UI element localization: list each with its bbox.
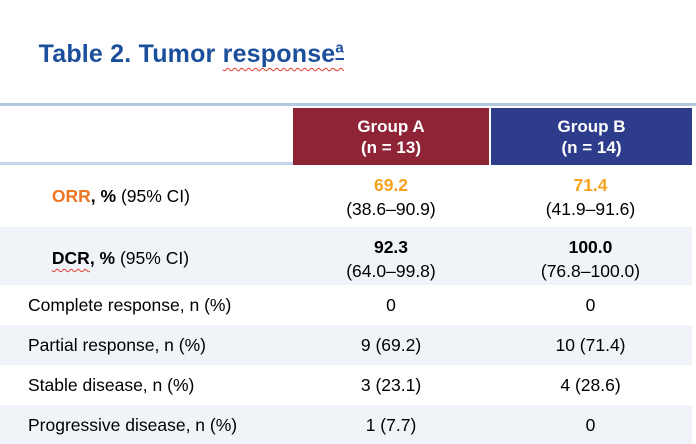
partial-response-group-b: 10 (71.4)	[555, 335, 626, 355]
table-title-spellchecked-word: responsea	[223, 40, 344, 68]
orr-b-ci: (41.9–91.6)	[545, 198, 636, 219]
dcr-label-bold: , %	[89, 248, 120, 268]
group-b-name: Group B	[557, 116, 626, 136]
dcr-a-value: 92.3	[373, 236, 409, 257]
header-group-b: Group B (n = 14)	[489, 108, 692, 165]
header-corner-cell	[0, 108, 293, 165]
partial-response-label: Partial response, n (%)	[28, 334, 206, 355]
dcr-group-b-cell: 100.0 (76.8–100.0)	[489, 235, 692, 283]
footnote-marker: a	[335, 39, 344, 57]
group-a-n: (n = 13)	[361, 137, 421, 157]
dcr-a-ci: (64.0–99.8)	[346, 260, 436, 281]
group-a-name: Group A	[357, 116, 425, 136]
dcr-label-word: DCR	[51, 248, 90, 268]
stable-disease-group-b: 4 (28.6)	[560, 375, 621, 395]
orr-b-value: 71.4	[573, 174, 608, 195]
complete-response-group-b: 0	[585, 295, 596, 315]
table-title-word: response	[222, 40, 336, 68]
table-row-orr: ORR, % (95% CI) 69.2 (38.6–90.9) 71.4 (4…	[0, 165, 692, 227]
progressive-disease-label: Progressive disease, n (%)	[28, 414, 238, 435]
orr-label-ci: (95% CI)	[120, 186, 190, 206]
title-divider-rule	[0, 103, 696, 106]
table-row-partial-response: Partial response, n (%) 9 (69.2) 10 (71.…	[0, 325, 692, 365]
dcr-b-ci: (76.8–100.0)	[540, 260, 641, 281]
stable-disease-label: Stable disease, n (%)	[28, 374, 195, 395]
dcr-label: DCR, % (95% CI)	[0, 227, 293, 290]
progressive-disease-group-a: 1 (7.7)	[365, 415, 417, 435]
table-row-complete-response: Complete response, n (%) 0 0	[0, 285, 692, 325]
complete-response-group-a: 0	[386, 295, 396, 315]
table-row-dcr: DCR, % (95% CI) 92.3 (64.0–99.8) 100.0 (…	[0, 227, 692, 285]
table-header-row: Group A (n = 13) Group B (n = 14)	[0, 108, 692, 165]
dcr-label-ci: (95% CI)	[119, 248, 190, 268]
progressive-disease-group-b: 0	[585, 415, 596, 435]
orr-group-a-cell: 69.2 (38.6–90.9)	[293, 173, 489, 221]
partial-response-group-a: 9 (69.2)	[360, 335, 422, 355]
dcr-group-a-cell: 92.3 (64.0–99.8)	[293, 235, 489, 283]
table-row-stable-disease: Stable disease, n (%) 3 (23.1) 4 (28.6)	[0, 365, 692, 405]
dcr-b-value: 100.0	[568, 236, 613, 257]
orr-label-accent: ORR	[51, 186, 91, 206]
table-title-prefix: Table 2. Tumor	[38, 40, 223, 68]
header-group-a: Group A (n = 13)	[293, 108, 489, 165]
orr-group-b-cell: 71.4 (41.9–91.6)	[489, 173, 692, 221]
orr-a-ci: (38.6–90.9)	[346, 198, 436, 219]
table-title: Table 2. Tumor responsea	[0, 0, 696, 99]
tumor-response-table: Group A (n = 13) Group B (n = 14) ORR, %…	[0, 108, 696, 444]
table-row-progressive-disease: Progressive disease, n (%) 1 (7.7) 0	[0, 405, 692, 444]
group-b-n: (n = 14)	[561, 137, 622, 157]
orr-label: ORR, % (95% CI)	[0, 165, 293, 228]
complete-response-label: Complete response, n (%)	[28, 294, 232, 315]
stable-disease-group-a: 3 (23.1)	[360, 375, 422, 395]
orr-label-bold: , %	[90, 186, 121, 206]
orr-a-value: 69.2	[373, 174, 409, 195]
